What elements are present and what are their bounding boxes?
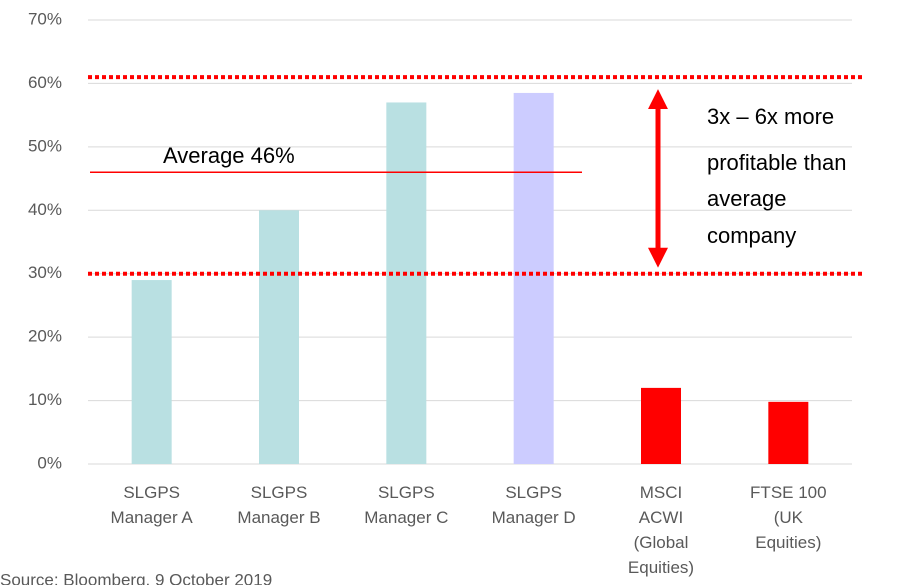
- source: Source: Bloomberg, 9 October 2019: [0, 570, 272, 585]
- y-tick-label: 70%: [28, 9, 62, 28]
- bar: [641, 387, 681, 464]
- x-tick-label: MSCI ACWI (Global Equities): [628, 483, 694, 577]
- x-tick-label: SLGPS Manager A: [111, 483, 194, 527]
- x-tick-label: SLGPS Manager D: [492, 483, 576, 527]
- x-tick-label: SLGPS Manager B: [237, 483, 320, 527]
- x-tick-label: FTSE 100 (UK Equities): [750, 483, 827, 552]
- bar: [513, 92, 554, 464]
- bar: [386, 102, 427, 464]
- note-line: profitable than: [707, 150, 846, 175]
- y-tick-label: 20%: [28, 327, 62, 346]
- y-tick-label: 0%: [37, 453, 62, 472]
- average-label: Average 46%: [163, 143, 295, 168]
- y-tick-label: 10%: [28, 390, 62, 409]
- note-line: 3x – 6x more: [707, 104, 834, 129]
- y-tick-label: 50%: [28, 136, 62, 155]
- y-tick-label: 60%: [28, 73, 62, 92]
- x-tick-label: SLGPS Manager C: [364, 483, 448, 527]
- note-line: company: [707, 223, 796, 248]
- y-tick-label: 30%: [28, 263, 62, 282]
- bar: [259, 210, 299, 464]
- bar: [768, 401, 809, 464]
- y-tick-label: 40%: [28, 200, 62, 219]
- note-line: average: [707, 186, 787, 211]
- bar: [131, 280, 172, 464]
